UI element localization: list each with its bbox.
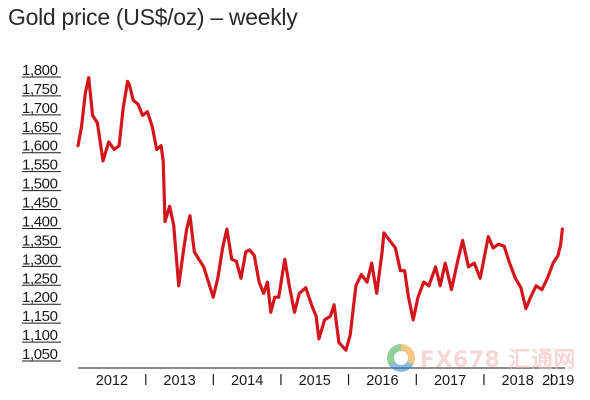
watermark: FX678 汇通网 — [386, 342, 576, 374]
y-tick-label: 1,550 — [22, 157, 58, 174]
x-tick-label-2014: 2014 — [231, 373, 263, 389]
y-tick-label: 1,050 — [22, 346, 58, 363]
y-tick-label: 1,400 — [22, 213, 58, 230]
y-tick-label: 1,350 — [22, 232, 58, 249]
y-tick-label: 1,300 — [22, 251, 58, 268]
y-tick-label: 1,200 — [22, 289, 58, 306]
series-group — [76, 75, 565, 352]
y-tick-label: 1,150 — [22, 308, 58, 325]
x-axis: 2012 2013 2014 2015 2016 2017 2018 2019 — [78, 367, 574, 389]
y-tick-label: 1,250 — [22, 270, 58, 287]
y-tick-label: 1,600 — [22, 138, 58, 155]
x-tick-label-2018: 2018 — [502, 373, 534, 389]
y-axis-ticks: 1,800 1,750 1,700 1,650 1,600 1,550 1,500 1,450… — [22, 62, 61, 363]
y-tick-label: 1,500 — [22, 176, 58, 193]
fx678-logo-icon — [386, 344, 415, 372]
x-tick-label-2015: 2015 — [299, 373, 331, 389]
y-tick-label: 1,700 — [22, 100, 58, 117]
x-tick-label-2019: 2019 — [542, 373, 574, 389]
x-tick-label-2012: 2012 — [96, 373, 128, 389]
gold-price-series-line — [76, 75, 565, 352]
y-tick-label: 1,650 — [22, 119, 58, 136]
x-tick-label-2013: 2013 — [163, 373, 195, 389]
y-tick-label: 1,450 — [22, 195, 58, 212]
watermark-text: FX678 汇通网 — [419, 348, 576, 373]
y-tick-label: 1,100 — [22, 327, 58, 344]
y-tick-label: 1,750 — [22, 81, 58, 98]
x-tick-label-2017: 2017 — [434, 373, 466, 389]
y-tick-label: 1,800 — [22, 62, 58, 79]
chart-title: Gold price (US$/oz) – weekly — [8, 4, 298, 30]
x-tick-label-2016: 2016 — [366, 373, 398, 389]
